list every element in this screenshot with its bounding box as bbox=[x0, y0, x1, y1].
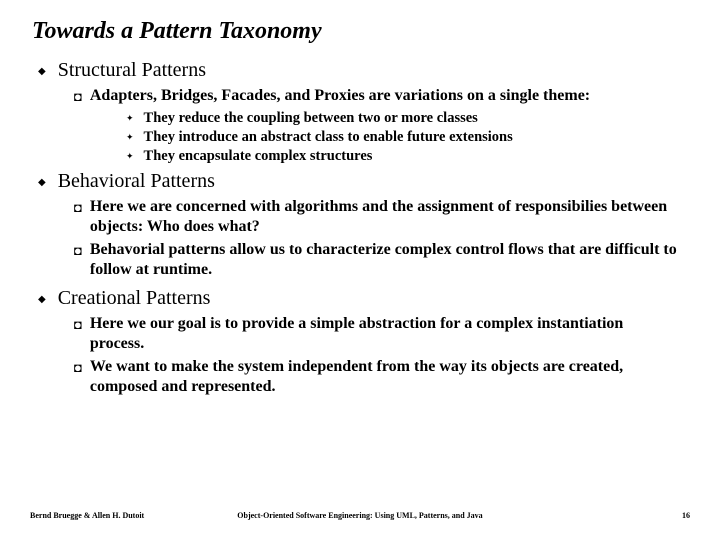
subpoint: ◘ Here we are concerned with algorithms … bbox=[74, 197, 678, 237]
square-bullet-icon: ◘ bbox=[74, 317, 82, 332]
subpoint: ◘ Behavorial patterns allow us to charac… bbox=[74, 240, 678, 280]
footer-page-number: 16 bbox=[525, 511, 690, 520]
section-heading-text: Creational Patterns bbox=[58, 287, 211, 310]
slide-title: Towards a Pattern Taxonomy bbox=[32, 18, 690, 45]
star-bullet-icon: ✦ bbox=[126, 132, 134, 143]
subsubpoint-text: They introduce an abstract class to enab… bbox=[144, 128, 513, 146]
diamond-bullet-icon: ◆ bbox=[38, 177, 46, 188]
section-heading: ◆ Creational Patterns bbox=[38, 287, 690, 310]
footer-authors: Bernd Bruegge & Allen H. Dutoit bbox=[30, 511, 195, 520]
subpoint: ◘ Adapters, Bridges, Facades, and Proxie… bbox=[74, 86, 678, 106]
subsubpoint: ✦ They encapsulate complex structures bbox=[126, 147, 690, 165]
square-bullet-icon: ◘ bbox=[74, 89, 82, 104]
subsubpoint-text: They reduce the coupling between two or … bbox=[144, 109, 478, 127]
subpoint-text: Behavorial patterns allow us to characte… bbox=[90, 240, 678, 280]
subpoint-text: Here we our goal is to provide a simple … bbox=[90, 314, 678, 354]
slide-footer: Bernd Bruegge & Allen H. Dutoit Object-O… bbox=[30, 511, 690, 520]
footer-book-title: Object-Oriented Software Engineering: Us… bbox=[195, 511, 525, 520]
subpoint-text: Adapters, Bridges, Facades, and Proxies … bbox=[90, 86, 590, 106]
subsubpoint: ✦ They reduce the coupling between two o… bbox=[126, 109, 690, 127]
subpoint: ◘ Here we our goal is to provide a simpl… bbox=[74, 314, 678, 354]
diamond-bullet-icon: ◆ bbox=[38, 294, 46, 305]
diamond-bullet-icon: ◆ bbox=[38, 66, 46, 77]
section-heading-text: Structural Patterns bbox=[58, 59, 206, 82]
square-bullet-icon: ◘ bbox=[74, 360, 82, 375]
section-heading: ◆ Structural Patterns bbox=[38, 59, 690, 82]
section-heading: ◆ Behavioral Patterns bbox=[38, 170, 690, 193]
subpoint: ◘ We want to make the system independent… bbox=[74, 357, 678, 397]
star-bullet-icon: ✦ bbox=[126, 113, 134, 124]
subsubpoint: ✦ They introduce an abstract class to en… bbox=[126, 128, 690, 146]
star-bullet-icon: ✦ bbox=[126, 151, 134, 162]
subpoint-text: We want to make the system independent f… bbox=[90, 357, 678, 397]
section-heading-text: Behavioral Patterns bbox=[58, 170, 215, 193]
subpoint-text: Here we are concerned with algorithms an… bbox=[90, 197, 678, 237]
square-bullet-icon: ◘ bbox=[74, 243, 82, 258]
square-bullet-icon: ◘ bbox=[74, 200, 82, 215]
subsubpoint-text: They encapsulate complex structures bbox=[144, 147, 373, 165]
